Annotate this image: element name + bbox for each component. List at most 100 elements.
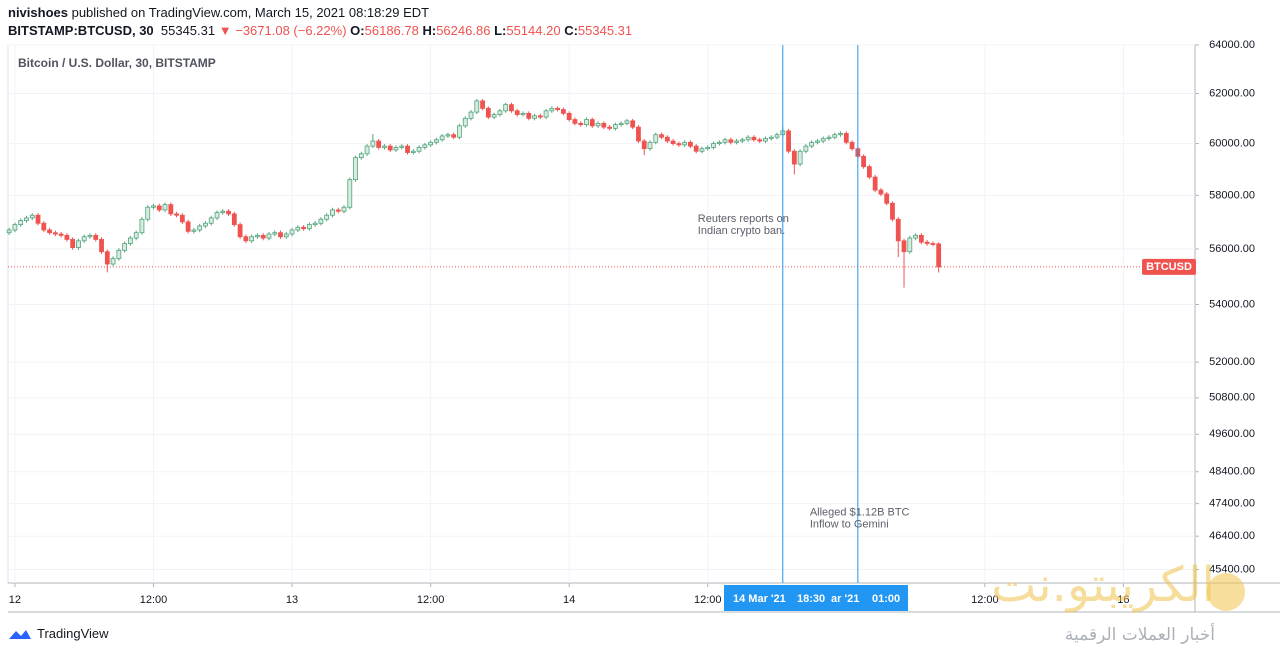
candle-body	[468, 111, 474, 119]
candle-body	[797, 150, 803, 165]
candle-body	[231, 213, 237, 226]
candle-body	[324, 214, 330, 220]
published: published on TradingView.com, March 15, …	[71, 5, 430, 20]
candle-body	[768, 136, 774, 139]
candle-body	[901, 240, 907, 253]
x-tick-label: 16	[1117, 594, 1129, 606]
candle-body	[278, 232, 283, 238]
candle-body	[526, 112, 532, 119]
l-value: 55144.20	[506, 23, 561, 38]
candle-body	[826, 136, 832, 139]
candle-body	[566, 112, 572, 120]
y-tick-label: 56000.00	[1209, 243, 1255, 255]
candle-body	[612, 124, 618, 129]
candle-body	[820, 138, 826, 142]
candle-body	[555, 107, 561, 110]
candle-body	[832, 134, 838, 138]
candle-body	[179, 214, 185, 223]
author: nivishoes	[8, 5, 68, 20]
candle-body	[913, 234, 918, 239]
candle-body	[353, 157, 358, 181]
candle-body	[659, 134, 664, 138]
candle-body	[815, 140, 820, 143]
candle-body	[393, 147, 399, 151]
candle-body	[295, 226, 301, 231]
crosshair-time: 18:30	[797, 593, 825, 605]
candle-body	[670, 140, 676, 144]
candle-body	[70, 239, 76, 248]
x-tick-label: 12:00	[694, 594, 722, 606]
candle-body	[214, 212, 220, 219]
candle-body	[618, 122, 624, 126]
candle-body	[99, 239, 104, 253]
brand: TradingView	[37, 626, 109, 641]
event-note: Inflow to Gemini	[810, 519, 889, 531]
crosshair-date: ar '21	[831, 593, 859, 605]
watermark: الكريبتو.نت أخبار العملات الرقمية	[930, 555, 1275, 655]
candle-body	[358, 153, 364, 159]
candle-body	[312, 222, 318, 226]
candle-body	[653, 134, 659, 143]
candle-body	[29, 214, 35, 219]
candle-body	[462, 117, 468, 127]
candle-body	[843, 133, 849, 143]
x-tick-label: 12:00	[971, 594, 999, 606]
y-tick-label: 62000.00	[1209, 87, 1255, 99]
candle-body	[335, 209, 341, 212]
candle-body	[445, 134, 451, 137]
candle-body	[786, 130, 791, 152]
candle-body	[884, 193, 890, 204]
candle-body	[451, 134, 457, 138]
event-note: Reuters reports on	[698, 213, 789, 225]
candle-body	[133, 232, 139, 239]
candle-body	[162, 204, 168, 211]
candle-body	[895, 218, 901, 242]
candle-body	[861, 155, 867, 168]
candle-body	[439, 135, 445, 141]
candle-body	[208, 217, 214, 224]
candle-body	[866, 166, 872, 178]
candle-body	[370, 140, 376, 147]
candle-body	[734, 140, 739, 143]
candle-body	[705, 147, 711, 150]
y-tick-label: 52000.00	[1209, 356, 1255, 368]
candle-body	[330, 209, 335, 216]
candle-body	[757, 139, 763, 142]
candle-body	[607, 126, 612, 129]
l-key: L:	[494, 23, 507, 38]
candle-body	[104, 251, 110, 265]
c-key: C:	[564, 23, 578, 38]
candle-body	[480, 100, 485, 109]
candle-body	[433, 139, 439, 143]
y-tick-label: 60000.00	[1209, 137, 1255, 149]
candle-body	[676, 143, 682, 146]
candle-body	[376, 140, 382, 148]
event-note: Alleged $1.12B BTC	[810, 507, 910, 519]
candle-body	[35, 214, 41, 224]
candle-body	[872, 176, 878, 191]
change: ▼ −3671.08 (−6.22%)	[218, 23, 347, 38]
candle-body	[601, 122, 607, 128]
candle-body	[751, 136, 757, 141]
candle-body	[890, 202, 895, 220]
candle-body	[849, 141, 855, 150]
candle-body	[774, 134, 780, 138]
candle-body	[243, 236, 249, 242]
o-value: 56186.78	[364, 23, 419, 38]
candle-body	[283, 233, 289, 238]
candle-body	[711, 143, 716, 148]
candle-body	[739, 139, 745, 142]
candle-body	[18, 220, 24, 226]
candle-body	[405, 145, 410, 153]
candle-body	[145, 206, 151, 220]
brand-icon	[9, 629, 31, 639]
candle-body	[503, 104, 509, 112]
candle-body	[907, 237, 913, 253]
candle-body	[693, 145, 699, 152]
y-tick-label: 48400.00	[1209, 466, 1255, 478]
candle-body	[6, 229, 12, 234]
c-value: 55345.31	[577, 23, 633, 38]
o-key: O:	[350, 23, 365, 38]
candle-body	[306, 224, 312, 230]
candle-body	[197, 225, 203, 231]
